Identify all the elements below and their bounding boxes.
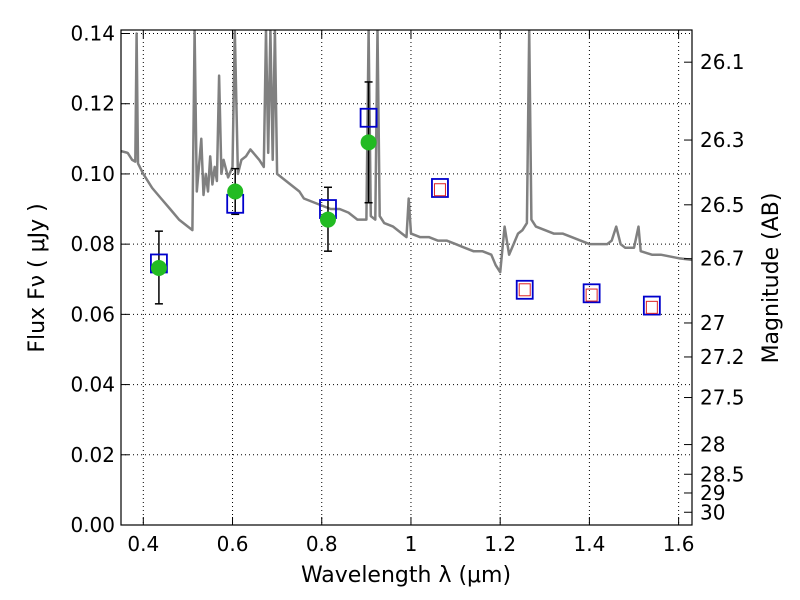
observed-point	[150, 260, 167, 277]
right-tick-label: 27	[700, 311, 725, 335]
x-tick-label: 1.2	[484, 532, 516, 556]
x-tick-label: 1	[405, 532, 418, 556]
right-tick-label: 26.5	[700, 193, 745, 217]
observed-point	[227, 183, 244, 200]
plot-frame	[120, 29, 693, 526]
x-axis-ticks: 0.4 0.6 0.8 1 1.2 1.4 1.6	[127, 30, 695, 556]
predicted-square	[433, 183, 446, 197]
right-tick-label: 27.2	[700, 345, 745, 369]
sed-model-line	[121, 30, 692, 274]
right-tick-label: 26.3	[700, 128, 745, 152]
model-photometry-square	[582, 283, 601, 304]
y-tick-label: 0.12	[70, 92, 115, 116]
grid	[121, 30, 692, 526]
right-axis-label: Magnitude (AB)	[759, 193, 784, 364]
y-axis-label: Flux Fν ( μJy )	[25, 203, 50, 352]
x-tick-label: 0.4	[127, 532, 159, 556]
y-axis-ticks: 0.00 0.02 0.04 0.06 0.08 0.10 0.12 0.14	[70, 22, 129, 537]
right-tick-label: 26.1	[700, 50, 745, 74]
y-tick-label: 0.14	[70, 22, 115, 46]
model-photometry-square	[515, 279, 534, 300]
y-tick-label: 0.06	[70, 302, 115, 326]
model-photometry-square	[642, 295, 661, 316]
y-tick-label: 0.04	[70, 373, 115, 397]
x-tick-label: 1.4	[573, 532, 605, 556]
y-tick-label: 0.08	[70, 232, 115, 256]
right-tick-label: 27.5	[700, 386, 745, 410]
y-tick-label: 0.00	[70, 513, 115, 537]
plot-background	[121, 30, 692, 525]
observed-point	[319, 211, 336, 228]
model-photometry-square	[431, 178, 449, 198]
right-tick-label: 26.7	[700, 247, 745, 271]
right-tick-label: 28.5	[700, 462, 745, 486]
y-tick-label: 0.02	[70, 443, 115, 467]
predicted-square	[645, 300, 658, 314]
x-axis-label: Wavelength λ (μm)	[301, 563, 511, 588]
y-tick-label: 0.10	[70, 162, 115, 186]
model-photometry-square	[359, 107, 378, 128]
right-tick-label: 29	[700, 481, 725, 505]
observed-point	[360, 134, 377, 151]
x-tick-label: 0.6	[217, 532, 249, 556]
right-tick-label: 28	[700, 433, 725, 457]
predicted-square	[585, 288, 598, 302]
sed-model-path	[121, 30, 692, 274]
predicted-square	[518, 283, 531, 297]
x-tick-label: 1.6	[663, 532, 695, 556]
right-tick-label: 30	[700, 500, 725, 524]
x-tick-label: 0.8	[306, 532, 338, 556]
data-markers	[150, 107, 661, 316]
